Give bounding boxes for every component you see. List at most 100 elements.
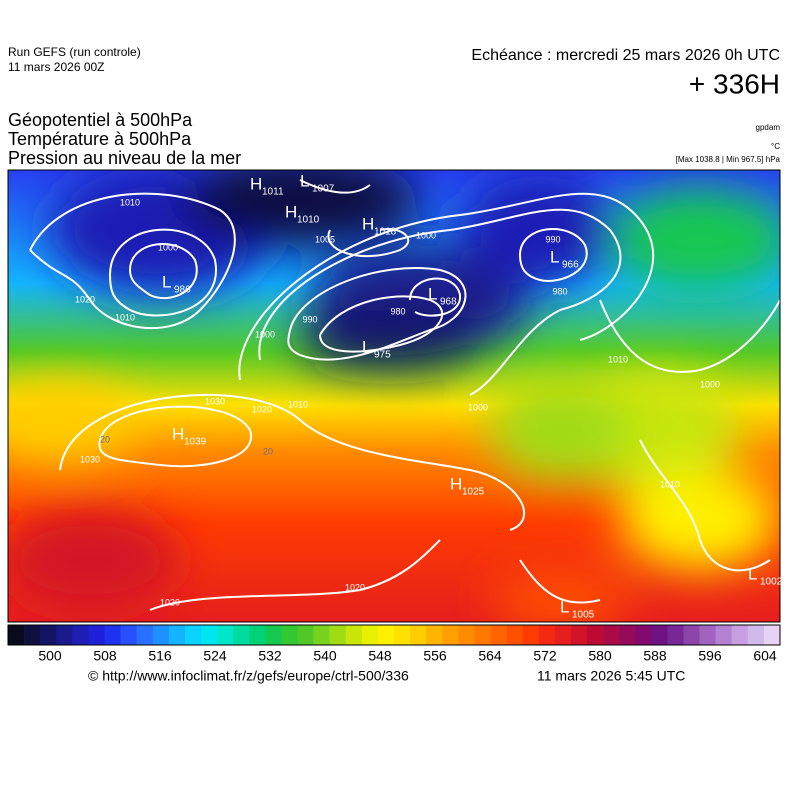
- isobar-label: 990: [545, 234, 560, 244]
- colorbar-swatch: [442, 625, 459, 645]
- pressure-value: 968: [440, 297, 457, 308]
- colorbar-swatch: [426, 625, 443, 645]
- colorbar-tick-label: 548: [368, 648, 392, 664]
- colorbar-tick-label: 516: [148, 648, 172, 664]
- colorbar-swatch: [217, 625, 234, 645]
- pressure-letter: L: [550, 247, 559, 266]
- colorbar-swatch: [184, 625, 202, 645]
- isobar-label: 1030: [205, 396, 225, 406]
- colorbar-swatch: [233, 625, 250, 645]
- isobar-label: 20: [263, 446, 273, 456]
- pressure-value: 1005: [572, 610, 595, 621]
- colorbar-tick-label: 588: [643, 648, 667, 664]
- isobar-label: 1010: [120, 197, 140, 207]
- isobar-label: 1030: [80, 454, 100, 464]
- pressure-value: 975: [374, 350, 391, 361]
- colorbar-swatch: [587, 625, 604, 645]
- colorbar-swatch: [731, 625, 749, 645]
- pressure-value: 1002: [760, 577, 783, 588]
- footer-issued: 11 mars 2026 5:45 UTC: [537, 668, 685, 684]
- map: [8, 170, 780, 622]
- unit: [Max 1038.8 | Min 967.5] hPa: [676, 155, 781, 164]
- colorbar-swatch: [313, 625, 330, 645]
- colorbar-swatch: [667, 625, 684, 645]
- colorbar-swatch: [603, 625, 620, 645]
- isobar-label: 1000: [158, 242, 178, 252]
- colorbar-tick-label: 564: [478, 648, 502, 664]
- isobar-label: 1020: [345, 582, 365, 592]
- colorbar-swatch: [152, 625, 170, 645]
- colorbar-swatch: [201, 625, 218, 645]
- colorbar-tick-label: 604: [753, 648, 777, 664]
- colorbar-swatch: [394, 625, 411, 645]
- colorbar-swatch: [88, 625, 105, 645]
- colorbar-swatch: [249, 625, 266, 645]
- pressure-value: 1011: [262, 187, 284, 198]
- isobar-label: 1010: [608, 354, 628, 364]
- pressure-letter: L: [362, 337, 371, 356]
- colorbar-tick-label: 540: [313, 648, 337, 664]
- pressure-letter: L: [560, 597, 569, 616]
- isobar-label: 1000: [700, 379, 720, 389]
- pressure-letter: L: [162, 272, 171, 291]
- colorbar-swatch: [715, 625, 733, 645]
- colorbar-tick-label: 500: [38, 648, 62, 664]
- colorbar-swatch: [522, 625, 540, 645]
- pressure-letter: L: [748, 564, 757, 583]
- colorbar-tick-label: 524: [203, 648, 227, 664]
- pressure-value: 1018: [374, 227, 397, 238]
- colorbar-swatch: [683, 625, 700, 645]
- colorbar-swatch: [699, 625, 716, 645]
- isobar-label: 980: [390, 306, 405, 316]
- isobar-label: 1005: [315, 234, 335, 244]
- colorbar-swatch: [329, 625, 347, 645]
- pressure-letter: H: [450, 474, 462, 493]
- colorbar-swatch: [506, 625, 523, 645]
- colorbar-swatch: [619, 625, 636, 645]
- colorbar-swatch: [538, 625, 556, 645]
- colorbar-swatch: [136, 625, 154, 645]
- unit: °C: [771, 142, 780, 151]
- colorbar-swatch: [410, 625, 427, 645]
- title-line: Pression au niveau de la mer: [8, 148, 241, 168]
- colorbar-swatch: [747, 625, 765, 645]
- colorbar-swatch: [40, 625, 57, 645]
- colorbar-swatch: [554, 625, 572, 645]
- colorbar-swatch: [474, 625, 491, 645]
- pressure-value: 1039: [184, 437, 207, 448]
- colorbar-swatch: [168, 625, 186, 645]
- isobar-label: 1020: [160, 597, 180, 607]
- pressure-value: 1025: [462, 487, 485, 498]
- colorbar-swatch: [570, 625, 588, 645]
- colorbar-swatch: [377, 625, 395, 645]
- colorbar-swatch: [281, 625, 298, 645]
- colorbar-swatch: [651, 625, 668, 645]
- colorbar-tick-label: 596: [698, 648, 722, 664]
- isobar-label: 1010: [660, 479, 680, 489]
- colorbar-tick-label: 572: [533, 648, 557, 664]
- colorbar-swatch: [297, 625, 314, 645]
- run: Run GEFS (run controle): [8, 45, 141, 59]
- colorbar-frame: [7, 624, 781, 646]
- isobar-label: 1020: [75, 294, 95, 304]
- isobar-label: 1000: [255, 329, 275, 339]
- isobar-label: 1020: [252, 404, 272, 414]
- title-line: Température à 500hPa: [8, 129, 192, 149]
- isobars: [29, 179, 780, 611]
- colorbar-tick-label: 508: [93, 648, 117, 664]
- pressure-value: 966: [562, 260, 579, 271]
- colorbar-swatch: [763, 625, 781, 645]
- pressure-value: 1010: [297, 215, 320, 226]
- pressure-letter: L: [428, 284, 437, 303]
- colorbar-swatch: [635, 625, 652, 645]
- colorbar-tick-label: 580: [588, 648, 612, 664]
- colorbar-swatch: [361, 625, 379, 645]
- colorbar-swatch: [265, 625, 282, 645]
- colorbar-swatch: [72, 625, 89, 645]
- colorbar-swatch: [120, 625, 137, 645]
- echeance: Echéance : mercredi 25 mars 2026 0h UTC: [471, 47, 780, 64]
- map-frame: [7, 169, 781, 623]
- colorbar-swatch: [56, 625, 73, 645]
